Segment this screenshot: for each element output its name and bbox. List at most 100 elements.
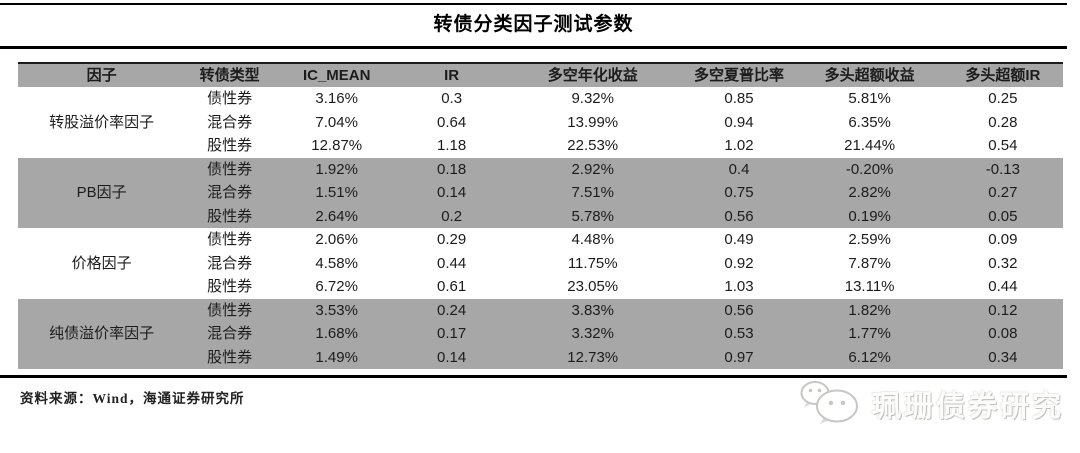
column-header-ir: IR	[399, 62, 504, 87]
value-cell: 0.32	[988, 254, 1018, 272]
source-note: 资料来源：Wind，海通证券研究所	[20, 391, 245, 406]
value-cell: 3.83%	[503, 298, 682, 322]
factor-test-table: 因子 转债类型 IC_MEAN IR 多空年化收益 多空夏普比率 多头超额收益 …	[18, 62, 1063, 369]
table-row: 转股溢价率因子 债性券 3.16% 0.3 9.32% 0.85 5.81% 0…	[18, 87, 1063, 131]
value-cell: 0.56	[681, 204, 797, 228]
value-cell: 0.34	[942, 345, 1063, 369]
watermark-label: 珮珊债券研究	[871, 391, 1064, 423]
value-cell: 0.44	[988, 278, 1018, 295]
value-cell: 0.05	[942, 204, 1063, 228]
value-cell: 7.87%	[848, 254, 891, 272]
value-cell: 7.51%	[503, 181, 682, 205]
value-cell: 0.27	[942, 181, 1063, 205]
watermark: 珮珊债券研究	[798, 380, 1064, 427]
value-cell: 0.14	[399, 345, 504, 369]
value-cell: 12.73%	[503, 345, 682, 369]
title-separator-rule	[0, 46, 1067, 49]
value-cell: 0.29	[437, 231, 467, 248]
value-cell: 23.05%	[567, 278, 619, 295]
figure-title: 转债分类因子测试参数	[433, 14, 634, 35]
table-row: PB因子 债性券 1.92% 0.18 2.92% 0.4 -0.20% -0.…	[18, 157, 1063, 228]
value-cell: 7.04%	[315, 113, 358, 131]
value-cell: 1.82%	[796, 298, 943, 322]
bond-type-cell: 混合券	[207, 113, 253, 131]
factor-cell: PB因子	[18, 157, 186, 228]
value-cell: 0.3	[441, 90, 463, 107]
bond-type-cell: 混合券	[185, 322, 274, 346]
table-row: 混合券 4.58% 0.44 11.75% 0.92 7.87% 0.32	[18, 252, 1063, 276]
value-cell: 0.85	[724, 90, 754, 107]
header-row: 因子 转债类型 IC_MEAN IR 多空年化收益 多空夏普比率 多头超额收益 …	[18, 62, 1063, 87]
column-header-long-excess-ir: 多头超额IR	[942, 62, 1063, 87]
bond-type-cell: 债性券	[207, 90, 253, 107]
value-cell: 0.08	[942, 322, 1063, 346]
table-row: 股性券 6.72% 0.61 23.05% 1.03 13.11% 0.44	[18, 275, 1063, 299]
value-cell: 13.11%	[844, 278, 895, 295]
factor-cell: 转股溢价率因子	[49, 113, 155, 131]
bond-type-cell: 债性券	[185, 157, 274, 181]
bond-type-cell: 混合券	[185, 181, 274, 205]
column-header-factor: 因子	[18, 62, 186, 87]
value-cell: 13.99%	[567, 113, 619, 131]
group-conversion-premium-factor: 转股溢价率因子 债性券 3.16% 0.3 9.32% 0.85 5.81% 0…	[18, 87, 1063, 158]
value-cell: 0.53	[681, 322, 797, 346]
value-cell: 0.14	[399, 181, 504, 205]
value-cell: 6.12%	[796, 345, 943, 369]
bond-type-cell: 股性券	[207, 278, 253, 295]
value-cell: 1.51%	[274, 181, 400, 205]
value-cell: 0.44	[437, 254, 467, 272]
bond-type-cell: 股性券	[185, 204, 274, 228]
bond-type-cell: 债性券	[185, 298, 274, 322]
value-cell: 1.77%	[796, 322, 943, 346]
value-cell: 2.82%	[796, 181, 943, 205]
value-cell: 0.56	[681, 298, 797, 322]
column-header-long-excess-return: 多头超额收益	[796, 62, 943, 87]
value-cell: 5.78%	[503, 204, 682, 228]
value-cell: 12.87%	[311, 137, 363, 154]
value-cell: 21.44%	[844, 137, 896, 154]
value-cell: 0.97	[681, 345, 797, 369]
value-cell: 0.09	[988, 231, 1018, 248]
value-cell: 4.58%	[315, 254, 358, 272]
table-row: 股性券 2.64% 0.2 5.78% 0.56 0.19% 0.05	[18, 204, 1063, 228]
top-rule	[0, 3, 1067, 5]
value-cell: 3.32%	[503, 322, 682, 346]
value-cell: 0.2	[399, 204, 504, 228]
column-header-bond-type: 转债类型	[185, 62, 274, 87]
table-row: 混合券 7.04% 0.64 13.99% 0.94 6.35% 0.28	[18, 111, 1063, 135]
bond-type-cell: 债性券	[207, 231, 253, 248]
value-cell: 9.32%	[571, 90, 614, 107]
value-cell: 0.25	[988, 90, 1018, 107]
value-cell: 0.92	[724, 254, 754, 272]
column-header-ic-mean: IC_MEAN	[274, 62, 400, 87]
factor-cell: 纯债溢价率因子	[18, 298, 186, 369]
value-cell: 2.59%	[848, 231, 891, 248]
value-cell: 5.81%	[848, 90, 891, 107]
group-pb-factor: PB因子 债性券 1.92% 0.18 2.92% 0.4 -0.20% -0.…	[18, 157, 1063, 228]
group-price-factor: 价格因子 债性券 2.06% 0.29 4.48% 0.49 2.59% 0.0…	[18, 228, 1063, 299]
value-cell: 1.68%	[274, 322, 400, 346]
value-cell: 6.35%	[848, 113, 891, 131]
column-header-ls-annual-return: 多空年化收益	[503, 62, 682, 87]
value-cell: 22.53%	[567, 137, 619, 154]
value-cell: 0.18	[399, 157, 504, 181]
value-cell: 2.06%	[315, 231, 358, 248]
value-cell: 0.24	[399, 298, 504, 322]
value-cell: 2.64%	[274, 204, 400, 228]
value-cell: 6.72%	[315, 278, 358, 295]
bottom-rule	[0, 375, 1067, 378]
bond-type-cell: 股性券	[207, 137, 253, 154]
value-cell: 0.49	[724, 231, 754, 248]
value-cell: 0.12	[942, 298, 1063, 322]
value-cell: 0.64	[437, 113, 467, 131]
value-cell: 1.49%	[274, 345, 400, 369]
value-cell: 1.92%	[274, 157, 400, 181]
table-row: 股性券 12.87% 1.18 22.53% 1.02 21.44% 0.54	[18, 134, 1063, 158]
value-cell: 0.61	[437, 278, 467, 295]
value-cell: 0.75	[681, 181, 797, 205]
table-row: 价格因子 债性券 2.06% 0.29 4.48% 0.49 2.59% 0.0…	[18, 228, 1063, 272]
value-cell: 0.19%	[796, 204, 943, 228]
value-cell: -0.20%	[796, 157, 943, 181]
value-cell: 1.02	[724, 137, 754, 154]
